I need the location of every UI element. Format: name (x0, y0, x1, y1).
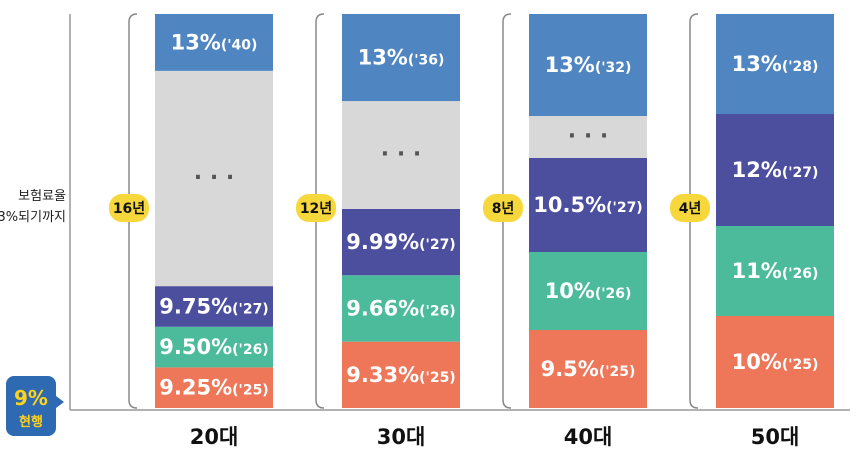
y-axis-label-line-2: 13%되기까지 (0, 210, 66, 225)
data-label-40-0: 9.5%('25) (541, 357, 636, 381)
bar-segment-50-0 (716, 316, 834, 408)
bar-segment-40-4 (529, 14, 647, 116)
ellipsis-40: · · · (568, 124, 608, 149)
current-rate-badge-shape (6, 376, 64, 436)
current-rate-label: 현행 (19, 414, 43, 430)
bar-segment-20-0 (155, 367, 273, 408)
bar-segment-20-4 (155, 14, 273, 71)
years-badge-text-50: 4년 (679, 201, 702, 217)
data-label-30-0: 9.33%('25) (346, 363, 455, 387)
bar-segment-40-3 (529, 116, 647, 158)
years-badge-20 (109, 194, 149, 222)
data-label-20-2: 9.75%('27) (159, 294, 268, 318)
data-label-30-1: 9.66%('26) (346, 296, 455, 320)
bar-segment-20-2 (155, 286, 273, 327)
data-label-30-4: 13%('36) (358, 46, 445, 70)
bar-segment-40-1 (529, 252, 647, 330)
years-badge-text-40: 8년 (492, 201, 515, 217)
x-tick-label-20: 20대 (190, 425, 239, 449)
data-label-40-4: 13%('32) (545, 53, 632, 77)
years-badge-text-20: 16년 (113, 201, 145, 217)
data-label-40-2: 10.5%('27) (533, 193, 642, 217)
x-tick-label-30: 30대 (377, 425, 426, 449)
bar-segment-30-4 (342, 14, 460, 102)
years-badge-40 (483, 194, 523, 222)
ellipsis-30: · · · (381, 142, 421, 167)
y-axis-label-line-1: 보험료율 (18, 189, 66, 204)
years-badge-50 (670, 194, 710, 222)
data-label-50-3: 13%('28) (732, 52, 819, 76)
current-rate-badge: 9% 현행 (6, 376, 64, 436)
bar-segment-30-2 (342, 208, 460, 276)
current-rate-value: 9% (14, 386, 48, 410)
bar-segment-30-3 (342, 101, 460, 209)
bar-segment-40-2 (529, 158, 647, 252)
ellipsis-20: · · · (194, 166, 234, 191)
bar-segment-20-3 (155, 70, 273, 287)
bar-segment-30-1 (342, 275, 460, 342)
bar-segment-20-1 (155, 326, 273, 368)
years-badge-text-30: 12년 (300, 201, 332, 217)
bar-segment-50-1 (716, 226, 834, 316)
data-label-50-1: 11%('26) (732, 259, 819, 283)
years-badge-30 (296, 194, 336, 222)
data-label-50-0: 10%('25) (732, 350, 819, 374)
bar-segment-50-3 (716, 14, 834, 114)
x-tick-label-50: 50대 (751, 425, 800, 449)
bar-segment-50-2 (716, 114, 834, 226)
bar-segment-30-0 (342, 341, 460, 408)
data-label-20-0: 9.25%('25) (159, 376, 268, 400)
data-label-20-4: 13%('40) (171, 30, 258, 54)
x-tick-label-40: 40대 (564, 425, 613, 449)
data-label-50-2: 12%('27) (732, 158, 819, 182)
data-label-40-1: 10%('26) (545, 279, 632, 303)
data-label-30-2: 9.99%('27) (346, 230, 455, 254)
bar-segment-40-0 (529, 330, 647, 408)
data-label-20-1: 9.50%('26) (159, 335, 268, 359)
